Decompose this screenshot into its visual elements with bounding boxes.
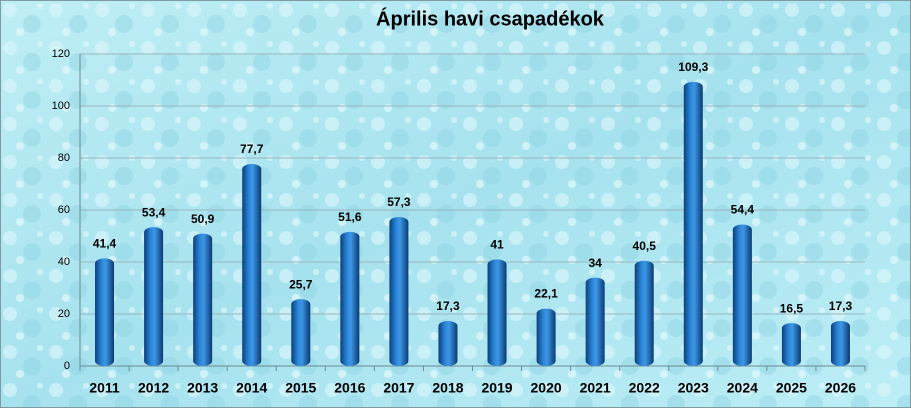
value-label: 25,7 bbox=[289, 277, 313, 291]
value-label: 16,5 bbox=[780, 301, 804, 315]
value-label: 22,1 bbox=[534, 287, 558, 301]
bar bbox=[732, 224, 752, 366]
x-tick-label: 2023 bbox=[678, 380, 709, 396]
value-label: 40,5 bbox=[633, 239, 657, 253]
chart-title: Április havi csapadékok bbox=[376, 7, 605, 30]
value-label: 51,6 bbox=[338, 210, 362, 224]
value-label: 41 bbox=[490, 238, 504, 252]
x-tick-label: 2020 bbox=[531, 380, 562, 396]
bar bbox=[536, 308, 556, 366]
x-tick-label: 2021 bbox=[580, 380, 611, 396]
y-tick-label: 80 bbox=[58, 152, 70, 164]
x-tick-label: 2024 bbox=[727, 380, 758, 396]
x-tick-label: 2011 bbox=[89, 380, 120, 396]
x-tick-label: 2013 bbox=[187, 380, 218, 396]
y-tick-label: 100 bbox=[52, 100, 70, 112]
bar bbox=[438, 321, 458, 366]
bar bbox=[634, 260, 654, 366]
y-tick-label: 0 bbox=[64, 360, 70, 372]
x-tick-label: 2026 bbox=[825, 380, 856, 396]
value-label: 57,3 bbox=[387, 195, 411, 209]
x-tick-label: 2014 bbox=[236, 380, 267, 396]
bar bbox=[781, 323, 801, 366]
y-tick-label: 120 bbox=[52, 48, 70, 60]
x-tick-label: 2019 bbox=[481, 380, 512, 396]
x-tick-label: 2016 bbox=[334, 380, 365, 396]
bar bbox=[487, 259, 507, 366]
value-label: 34 bbox=[588, 256, 602, 270]
value-label: 17,3 bbox=[436, 299, 460, 313]
bar bbox=[585, 277, 605, 366]
bar bbox=[830, 321, 850, 366]
bar bbox=[242, 163, 262, 366]
bar bbox=[144, 227, 164, 366]
y-tick-label: 40 bbox=[58, 256, 70, 268]
value-label: 41,4 bbox=[93, 237, 117, 251]
x-tick-label: 2012 bbox=[138, 380, 169, 396]
value-label: 54,4 bbox=[731, 203, 755, 217]
x-tick-label: 2022 bbox=[629, 380, 660, 396]
x-tick-label: 2015 bbox=[285, 380, 316, 396]
bar bbox=[291, 299, 311, 366]
value-label: 50,9 bbox=[191, 212, 215, 226]
x-tick-label: 2018 bbox=[432, 380, 463, 396]
y-tick-label: 20 bbox=[58, 308, 70, 320]
value-label: 17,3 bbox=[829, 299, 853, 313]
x-tick-label: 2017 bbox=[383, 380, 414, 396]
bar bbox=[95, 258, 115, 366]
bar bbox=[193, 233, 213, 366]
value-label: 53,4 bbox=[142, 205, 166, 219]
bar bbox=[340, 231, 360, 366]
value-label: 77,7 bbox=[240, 142, 264, 156]
x-tick-label: 2025 bbox=[776, 380, 807, 396]
value-label: 109,3 bbox=[678, 60, 708, 74]
bar bbox=[683, 81, 703, 366]
y-tick-label: 60 bbox=[58, 204, 70, 216]
bar bbox=[389, 217, 409, 366]
